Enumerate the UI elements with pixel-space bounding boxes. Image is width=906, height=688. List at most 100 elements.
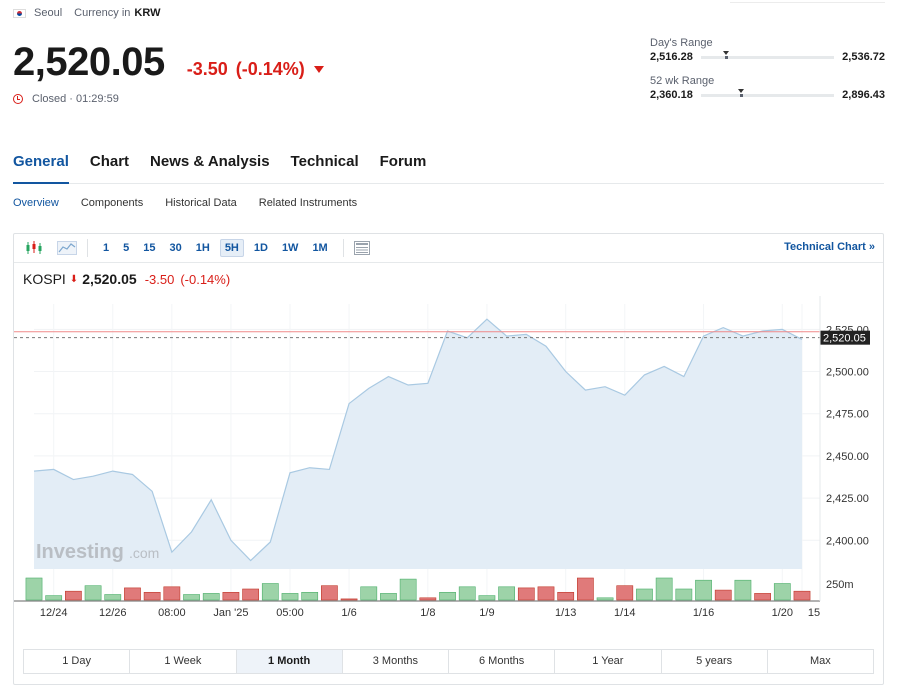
period-1-year[interactable]: 1 Year	[555, 650, 662, 673]
clock-icon	[13, 94, 23, 104]
day-range-high: 2,536.72	[842, 51, 885, 63]
price-line	[33, 318, 803, 562]
volume-bar-down	[163, 586, 181, 601]
area-chart-icon[interactable]	[57, 241, 77, 255]
volume-bar-up	[773, 583, 791, 601]
volume-bar-down	[124, 587, 141, 601]
interval-5h[interactable]: 5H	[219, 239, 244, 257]
ranges-panel: Day's Range 2,516.28 2,536.72 52 wk Rang…	[650, 37, 885, 113]
day-range-low: 2,516.28	[650, 51, 693, 63]
tab-forum[interactable]: Forum	[379, 153, 427, 170]
price-area-series	[14, 318, 820, 569]
period-5-years[interactable]: 5 years	[662, 650, 768, 673]
corner-card-edge	[730, 0, 885, 3]
x-tick-label: 15	[808, 607, 820, 619]
y-tick-label: 2,500.00	[826, 367, 869, 379]
sub-tabs: Overview Components Historical Data Rela…	[13, 197, 379, 209]
volume-bar-up	[301, 591, 319, 601]
legend-symbol: KOSPI	[23, 271, 66, 287]
volume-bar-up	[734, 579, 752, 601]
subtab-historical-data[interactable]: Historical Data	[165, 197, 237, 209]
volume-bar-down	[65, 590, 82, 601]
interval-1w[interactable]: 1W	[281, 242, 299, 254]
interval-1h[interactable]: 1H	[195, 242, 210, 254]
volume-bar-up	[25, 577, 43, 601]
x-tick-label: 08:00	[158, 607, 186, 619]
y-tick-label: 2,400.00	[826, 535, 869, 547]
price-chart[interactable]: 2,400.00 2,425.00 2,450.00 2,475.00 2,500.00…	[14, 296, 883, 626]
y-tick-label: 2,450.00	[826, 451, 869, 463]
interval-30[interactable]: 30	[169, 242, 182, 254]
price-change-percent: (-0.14%)	[235, 59, 305, 79]
volume-bar-up	[695, 579, 712, 601]
interval-1m[interactable]: 1M	[312, 242, 328, 254]
week52-range-high: 2,896.43	[842, 89, 885, 101]
tab-technical[interactable]: Technical	[290, 153, 359, 170]
interval-5[interactable]: 5	[123, 242, 130, 254]
period-1-week[interactable]: 1 Week	[130, 650, 237, 673]
period-max[interactable]: Max	[809, 655, 831, 667]
watermark-suffix: .com	[129, 545, 159, 561]
x-tick-label: 1/8	[420, 607, 435, 619]
period-6-months[interactable]: 6 Months	[449, 650, 556, 673]
week52-range-low: 2,360.18	[650, 89, 693, 101]
volume-bar-up	[498, 586, 515, 601]
volume-bar-up	[439, 591, 456, 601]
investing-watermark: Investing .com	[36, 541, 159, 563]
chart-legend: KOSPI ⬇ 2,520.05 -3.50 (-0.14%)	[23, 271, 230, 287]
day-range: Day's Range 2,516.28 2,536.72	[650, 37, 885, 63]
x-tick-label: Jan '25	[213, 607, 248, 619]
market-status-text: Closed · 01:29:59	[32, 93, 119, 105]
main-tabs: General Chart News & Analysis Technical …	[13, 153, 884, 184]
price-row: 2,520.05 -3.50 (-0.14%)	[13, 40, 324, 85]
x-tick-label: 1/6	[341, 607, 356, 619]
week52-range-bar	[700, 88, 835, 97]
last-price-badge-text: 2,520.05	[823, 333, 866, 345]
volume-bar-up	[281, 593, 299, 601]
volume-bar-up	[636, 588, 653, 601]
tab-general[interactable]: General	[13, 153, 69, 184]
legend-down-arrow-icon: ⬇	[69, 273, 79, 285]
subtab-components[interactable]: Components	[80, 197, 144, 209]
tab-chart[interactable]: Chart	[89, 153, 130, 170]
x-tick-label: 12/26	[99, 607, 127, 619]
volume-bar-up	[202, 593, 220, 601]
volume-bar-down	[143, 591, 161, 601]
volume-bar-down	[242, 588, 259, 601]
data-table-icon[interactable]	[353, 241, 372, 255]
volume-series	[25, 577, 811, 601]
legend-change-percent: (-0.14%)	[180, 271, 231, 287]
volume-bar-up	[596, 597, 614, 601]
tab-news-analysis[interactable]: News & Analysis	[150, 153, 270, 170]
volume-bar-down	[793, 590, 811, 601]
volume-bar-up	[360, 586, 378, 601]
period-3-months[interactable]: 3 Months	[343, 650, 449, 673]
interval-1d[interactable]: 1D	[253, 242, 268, 254]
volume-bar-up	[45, 595, 63, 601]
subtab-overview[interactable]: Overview	[13, 197, 59, 209]
volume-bar-down	[714, 589, 732, 601]
volume-bar-down	[537, 586, 555, 601]
currency-code: KRW	[134, 7, 161, 19]
week52-range-label: 52 wk Range	[650, 75, 715, 87]
volume-bar-down	[321, 585, 338, 601]
day-range-fill	[725, 55, 729, 59]
candlestick-icon[interactable]	[25, 241, 43, 255]
volume-bar-down	[557, 591, 575, 601]
day-range-label: Day's Range	[650, 37, 713, 49]
exchange-name: Seoul	[34, 7, 63, 19]
week52-range-fill	[739, 93, 743, 97]
volume-bar-up	[655, 577, 673, 601]
period-1-month[interactable]: 1 Month	[236, 650, 343, 673]
x-tick-label: 1/20	[772, 607, 793, 619]
legend-change: -3.50	[144, 271, 175, 287]
period-1-day[interactable]: 1 Day	[24, 650, 131, 673]
y-tick-label: 2,425.00	[826, 493, 869, 505]
interval-15[interactable]: 15	[143, 242, 156, 254]
volume-bar-up	[261, 583, 279, 601]
interval-1[interactable]: 1	[103, 242, 110, 254]
subtab-related-instruments[interactable]: Related Instruments	[258, 197, 358, 209]
period-selector: 1 Day 1 Week 1 Month 3 Months 6 Months 1…	[23, 649, 874, 674]
x-tick-label: 12/24	[40, 607, 68, 619]
technical-chart-link[interactable]: Technical Chart »	[784, 241, 875, 253]
